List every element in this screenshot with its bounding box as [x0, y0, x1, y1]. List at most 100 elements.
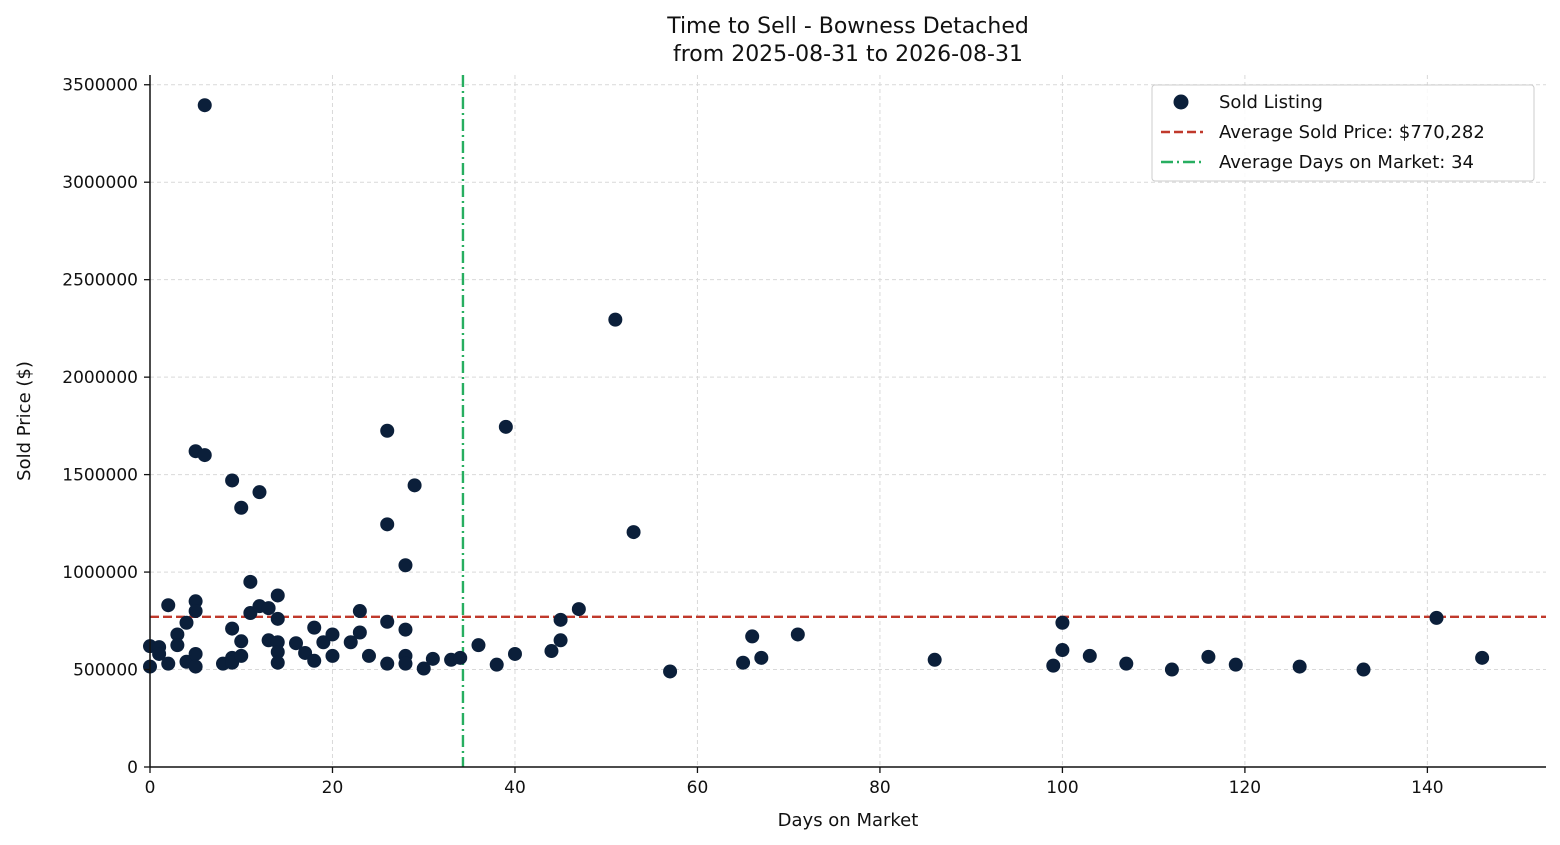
x-tick-label: 80	[869, 778, 891, 798]
sold-listing-point	[325, 627, 340, 642]
sold-listing-point	[343, 635, 358, 650]
sold-listing-point	[197, 98, 212, 113]
legend: Sold Listing Average Sold Price: $770,28…	[1151, 84, 1535, 182]
y-tick-label: 1500000	[62, 466, 138, 486]
sold-listing-point	[161, 598, 176, 613]
sold-listing-point	[507, 646, 522, 661]
sold-listing-point	[416, 661, 431, 676]
sold-listing-point	[1429, 610, 1444, 625]
x-ticks: 0 20 40 60 80 100 120 140	[145, 767, 1444, 798]
x-axis-label: Days on Market	[778, 810, 919, 831]
sold-listing-point	[361, 648, 376, 663]
sold-listing-point	[544, 644, 559, 659]
sold-listing-point	[380, 656, 395, 671]
sold-listing-point	[553, 612, 568, 627]
sold-listing-point	[1046, 658, 1061, 673]
legend-label-avg-price: Average Sold Price: $770,282	[1219, 122, 1485, 143]
sold-listing-point	[352, 625, 367, 640]
sold-listing-point	[453, 650, 468, 665]
sold-listing-point	[270, 611, 285, 626]
sold-listing-point	[489, 657, 504, 672]
sold-listing-point	[663, 664, 678, 679]
sold-listing-point	[407, 478, 422, 493]
sold-listing-point	[161, 656, 176, 671]
sold-listing-point	[1119, 656, 1134, 671]
sold-listing-point	[736, 655, 751, 670]
y-tick-label: 3000000	[62, 173, 138, 193]
sold-listing-point	[790, 627, 805, 642]
legend-label-sold-listing: Sold Listing	[1219, 92, 1323, 113]
y-axis-label: Sold Price ($)	[14, 361, 35, 481]
sold-listing-point	[316, 635, 331, 650]
sold-listing-point	[425, 651, 440, 666]
sold-listing-point	[307, 653, 322, 668]
x-tick-label: 120	[1229, 778, 1261, 798]
sold-listing-point	[270, 588, 285, 603]
x-tick-label: 100	[1046, 778, 1078, 798]
sold-listing-point	[352, 604, 367, 619]
sold-listing-point	[1055, 615, 1070, 630]
sold-listing-point	[234, 648, 249, 663]
sold-listing-point	[325, 648, 340, 663]
sold-listing-point	[270, 635, 285, 650]
legend-label-avg-days: Average Days on Market: 34	[1219, 152, 1474, 173]
sold-listing-point	[380, 614, 395, 629]
x-tick-label: 0	[145, 778, 156, 798]
sold-listing-point	[243, 574, 258, 589]
sold-listing-point	[234, 500, 249, 515]
sold-listing-point	[179, 615, 194, 630]
axes	[149, 75, 1546, 768]
chart-subtitle: from 2025-08-31 to 2026-08-31	[673, 42, 1023, 67]
sold-listing-point	[307, 620, 322, 635]
sold-listing-point	[1475, 650, 1490, 665]
sold-listing-point	[380, 517, 395, 532]
chart-title-group: Time to Sell - Bowness Detached from 202…	[666, 14, 1029, 67]
sold-listing-point	[188, 659, 203, 674]
data-points	[143, 98, 1490, 679]
legend-point-marker	[1173, 94, 1189, 110]
sold-listing-point	[380, 423, 395, 438]
sold-listing-point	[188, 646, 203, 661]
x-tick-label: 140	[1411, 778, 1443, 798]
sold-listing-point	[608, 312, 623, 327]
sold-listing-point	[1082, 648, 1097, 663]
sold-listing-point	[197, 448, 212, 463]
sold-listing-point	[754, 650, 769, 665]
sold-listing-point	[288, 636, 303, 651]
y-tick-label: 2000000	[62, 368, 138, 388]
sold-listing-point	[170, 627, 185, 642]
legend-box	[1151, 84, 1535, 182]
sold-listing-point	[498, 419, 513, 434]
chart-title: Time to Sell - Bowness Detached	[666, 14, 1029, 39]
sold-listing-point	[571, 602, 586, 617]
sold-listing-point	[626, 525, 641, 540]
sold-listing-point	[152, 646, 167, 661]
x-tick-label: 60	[687, 778, 709, 798]
sold-listing-point	[398, 656, 413, 671]
y-ticks: 0 500000 1000000 1500000 2000000 2500000 30000…	[62, 76, 150, 778]
sold-listing-point	[398, 558, 413, 573]
sold-listing-point	[471, 638, 486, 653]
sold-listing-point	[188, 604, 203, 619]
sold-listing-point	[1201, 649, 1216, 664]
sold-listing-point	[252, 485, 267, 500]
sold-listing-point	[1292, 659, 1307, 674]
sold-listing-point	[170, 638, 185, 653]
x-tick-label: 40	[504, 778, 526, 798]
y-tick-label: 0	[127, 758, 138, 778]
sold-listing-point	[270, 655, 285, 670]
sold-listing-point	[745, 629, 760, 644]
y-tick-label: 1000000	[62, 563, 138, 583]
sold-listing-point	[188, 594, 203, 609]
sold-listing-point	[225, 621, 240, 636]
sold-listing-point	[1164, 662, 1179, 677]
sold-listing-point	[270, 644, 285, 659]
sold-listing-point	[261, 601, 276, 616]
sold-listing-point	[1055, 643, 1070, 658]
x-tick-label: 20	[322, 778, 344, 798]
y-tick-label: 3500000	[62, 76, 138, 96]
sold-listing-point	[1356, 662, 1371, 677]
sold-listing-point	[298, 645, 313, 660]
y-tick-label: 500000	[73, 661, 138, 681]
